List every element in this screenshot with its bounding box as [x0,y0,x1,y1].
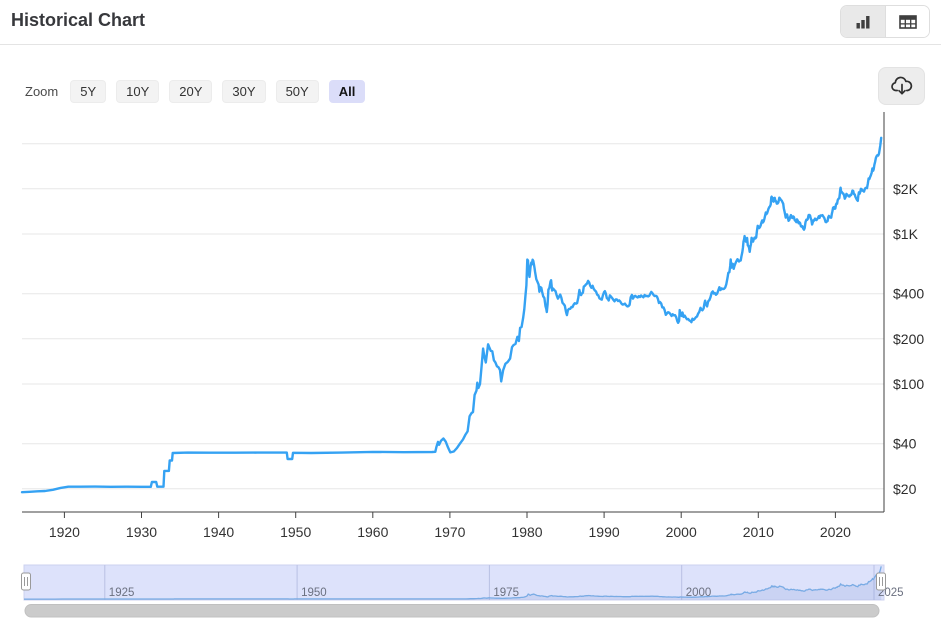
y-axis-label: $20 [893,481,917,497]
y-axis-label: $40 [893,436,917,452]
zoom-label: Zoom [25,84,59,99]
zoom-button-50y[interactable]: 50Y [275,80,319,103]
scrollbar-thumb[interactable] [24,604,880,618]
zoom-controls: Zoom 5Y 10Y 20Y 30Y 50Y All [25,80,366,103]
y-axis-label: $400 [893,286,924,302]
bar-chart-icon [856,15,870,28]
navigator-gridlines [104,565,875,600]
view-toggle [840,5,930,38]
navigator-labels: 1925 1950 1975 2000 2025 [109,587,904,599]
x-axis-label: 2010 [743,524,774,540]
x-axis-labels: 1920 1930 1940 1950 1960 1970 1980 1990 2000 2010… [49,512,851,540]
table-icon [898,14,917,29]
y-axis-label: $100 [893,376,924,392]
x-axis-label: 2020 [820,524,851,540]
page-title: Historical Chart [11,10,146,30]
y-gridlines [22,143,884,490]
x-axis-label: 1970 [434,524,465,540]
y-axis-labels: $2K $1K $400 $200 $100 $40 $20 [893,181,924,497]
y-axis-label: $200 [893,331,924,347]
navigator-label: 1925 [109,587,135,599]
zoom-button-30y[interactable]: 30Y [222,80,266,103]
navigator-area [24,566,882,600]
y-axis-label: $1K [893,226,919,242]
zoom-button-10y[interactable]: 10Y [116,80,160,103]
navigator-label: 2000 [686,587,712,599]
price-line[interactable] [20,136,883,494]
header: Historical Chart [0,0,941,45]
navigator-handle-right[interactable] [876,572,886,591]
download-button[interactable] [878,67,925,105]
x-axis-label: 1960 [357,524,388,540]
navigator-line [24,566,882,600]
x-axis-label: 1940 [203,524,234,540]
cloud-download-icon [890,76,912,95]
x-axis-label: 1920 [49,524,80,540]
y-axis-label: $2K [893,181,919,197]
navigator-label: 1950 [301,587,327,599]
x-axis-label: 1980 [511,524,542,540]
x-axis-label: 1990 [589,524,620,540]
chart-view-button[interactable] [841,6,885,37]
x-axis-label: 2000 [666,524,697,540]
zoom-button-5y[interactable]: 5Y [70,80,107,103]
navigator-handle-left[interactable] [21,572,31,591]
navigator-label: 1975 [493,587,519,599]
table-view-button[interactable] [885,6,929,37]
zoom-button-20y[interactable]: 20Y [169,80,213,103]
x-axis-label: 1950 [280,524,311,540]
x-axis-label: 1930 [126,524,157,540]
zoom-button-all[interactable]: All [328,80,366,103]
